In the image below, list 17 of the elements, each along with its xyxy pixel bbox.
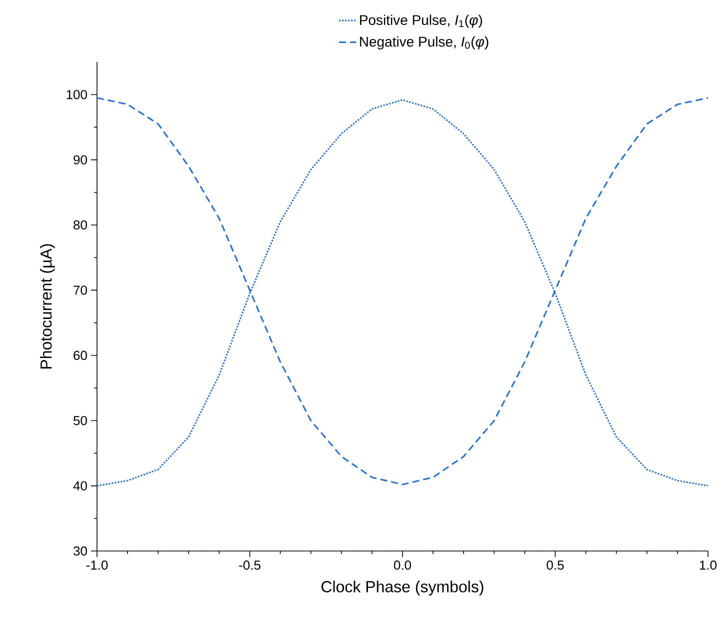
y-tick-label: 30	[74, 546, 87, 556]
y-tick-label: 90	[74, 155, 87, 164]
y-tick-label: 40	[73, 481, 87, 490]
y-tick-label: 50	[74, 416, 87, 426]
x-axis-title: Clock Phase (symbols)	[322, 580, 484, 596]
legend-label: Positive Pulse, I$_{1}$(φ)	[360, 14, 482, 28]
x-tick-label: 0.5	[546, 560, 564, 570]
x-tick-label: -0.5	[239, 560, 260, 570]
y-tick-label: 70	[74, 286, 87, 295]
x-tick-label: 1.0	[700, 560, 717, 570]
y-tick-label: 100	[66, 90, 87, 100]
y-tick-label: 60	[74, 350, 87, 360]
y-axis-title: Photocurrent (µA)	[40, 244, 55, 368]
x-tick-label: 0.0	[394, 560, 412, 570]
y-tick-label: 80	[74, 220, 87, 230]
x-tick-label: -1.0	[86, 560, 108, 570]
legend-label: Negative Pulse, I$_{0}$(φ)	[360, 36, 488, 50]
